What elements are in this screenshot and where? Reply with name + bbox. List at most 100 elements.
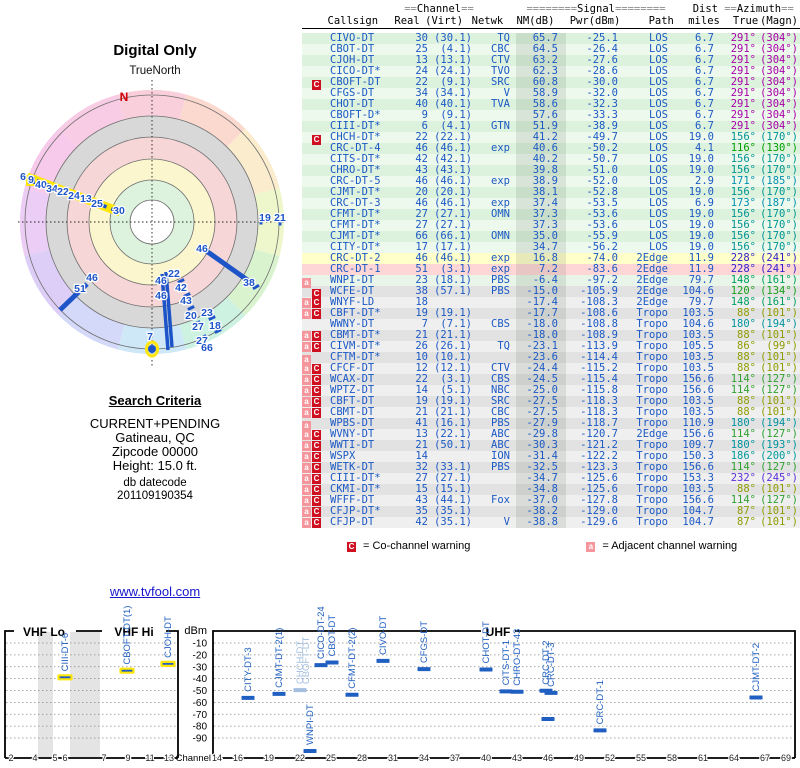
table-row[interactable]: C CBOFT-DT 22 (9.1) SRC 60.8 -30.0 LOS 6.7 291° (3…: [302, 77, 800, 90]
table-row[interactable]: CJOH-DT 13 (13.1) CTV 63.2 -27.6 LOS 6.7 291° (30…: [302, 55, 800, 66]
table-row[interactable]: a C WVNY-DT 13 (22.1) ABC -29.8 -120.7 2Edge 156.…: [302, 429, 800, 440]
cell-nm: 7.2: [516, 264, 566, 275]
table-row[interactable]: CRC-DT-3 46 (46.1) exp 37.4 -53.5 LOS 6.9 173° (1…: [302, 198, 800, 209]
table-row[interactable]: CRC-DT-5 46 (46.1) exp 38.9 -52.0 LOS 2.9 171° (1…: [302, 176, 800, 187]
table-row[interactable]: a C WETK-DT 32 (33.1) PBS -32.5 -123.3 Tropo 156.…: [302, 462, 800, 473]
table-row[interactable]: a C WCAX-DT 22 (3.1) CBS -24.5 -115.4 Tropo 156.6…: [302, 374, 800, 385]
cell-magn: (200°): [760, 450, 798, 462]
cell-pwr: -56.2: [586, 241, 618, 253]
station-signal-dash: [593, 728, 607, 733]
table-row[interactable]: a C CIII-DT* 27 (27.1) -34.7 -125.6 Tropo 153.3 2…: [302, 473, 800, 484]
cell-true: 291°: [730, 109, 756, 121]
cell-pwr: -27.6: [586, 54, 618, 66]
cell-miles: 19.0: [688, 241, 714, 253]
col-true: True: [732, 15, 759, 27]
table-row[interactable]: a C WNYF-LD 18 -17.4 -108.3 2Edge 79.7 148° (161°…: [302, 297, 800, 308]
cell-real: 24: [415, 65, 428, 77]
table-row[interactable]: CFMT-DT* 27 (27.1) OMN 37.3 -53.6 LOS 19.0 156° (…: [302, 209, 800, 220]
table-row[interactable]: CHOT-DT 40 (40.1) TVA 58.6 -32.3 LOS 6.7 291° (30…: [302, 99, 800, 110]
table-row[interactable]: C WCFE-DT 38 (57.1) PBS -15.0 -105.9 2Edge 104.6…: [302, 286, 800, 299]
table-row[interactable]: CIVO-DT 30 (30.1) TQ 65.7 -25.1 LOS 6.7 291° (304…: [302, 33, 800, 44]
cell-callsign: WETK-DT: [330, 461, 375, 473]
cell-true: 114°: [730, 494, 756, 506]
table-row[interactable]: a C WWTI-DT 21 (50.1) ABC -30.3 -121.2 Tropo 109.…: [302, 440, 800, 451]
cell-true: 114°: [730, 461, 756, 473]
table-row[interactable]: C CHCH-DT* 22 (22.1) 41.2 -49.7 LOS 19.0 156° (17…: [302, 131, 800, 145]
table-row[interactable]: CRC-DT-4 46 (46.1) exp 40.6 -50.2 LOS 4.1 116° (1…: [302, 143, 800, 154]
cell-real: 43: [415, 164, 428, 176]
table-row[interactable]: a CFTM-DT* 10 (10.1) -23.6 -114.4 Tropo 103.5 88…: [302, 351, 800, 365]
cell-nm: -31.4: [516, 451, 566, 462]
cell-true: 156°: [730, 153, 756, 165]
table-row[interactable]: a C WSPX 14 ION -31.4 -122.2 Tropo 150.3 186° (200…: [302, 451, 800, 462]
table-row[interactable]: a C WFFF-DT 43 (44.1) Fox -37.0 -127.8 Tropo 156.…: [302, 495, 800, 506]
radar-channel-label: 46: [86, 272, 98, 284]
table-row[interactable]: a C CFJP-DT* 35 (35.1) -38.2 -129.0 Tropo 104.7 8…: [302, 506, 800, 517]
station-signal-dash: [314, 663, 328, 668]
table-row[interactable]: a C CKMI-DT* 15 (15.1) -34.8 -125.6 Tropo 103.5 8…: [302, 484, 800, 495]
table-row[interactable]: a WNPI-DT 23 (18.1) PBS -6.4 -97.2 2Edge 79.7 148…: [302, 275, 800, 288]
channel-tick-label: 37: [450, 753, 460, 763]
cell-magn: (170°): [760, 241, 798, 253]
radar-signal-vectors: [25, 172, 255, 358]
radar-channel-label: 38: [243, 277, 255, 289]
station-label: CITS-DT-1: [501, 640, 512, 685]
table-row[interactable]: CRC-DT-2 46 (46.1) exp 16.8 -74.0 2Edge 11.9 228…: [302, 253, 800, 264]
cell-real: 22: [415, 131, 428, 143]
table-row[interactable]: a C CBMT-DT* 21 (21.1) -18.0 -108.9 Tropo 103.5 8…: [302, 330, 800, 341]
table-row[interactable]: CJMT-DT* 20 (20.1) 38.1 -52.8 LOS 19.0 156° (170…: [302, 187, 800, 198]
co-channel-warning-badge: C: [312, 408, 321, 418]
cell-pwr: -108.3: [580, 296, 618, 308]
table-row[interactable]: a C WPTZ-DT 14 (5.1) NBC -25.0 -115.8 Tropo 156.6…: [302, 385, 800, 396]
table-row[interactable]: CITS-DT* 42 (42.1) 40.2 -50.7 LOS 19.0 156° (170…: [302, 154, 800, 165]
table-row[interactable]: a C CIVM-DT* 26 (26.1) TQ -23.1 -113.9 Tropo 105.…: [302, 341, 800, 352]
table-row[interactable]: CJMT-DT* 66 (66.1) OMN 35.0 -55.9 LOS 19.0 156° (…: [302, 231, 800, 242]
cell-nm: 37.3: [516, 220, 566, 231]
table-row[interactable]: a C CBFT-DT 19 (19.1) SRC -27.5 -118.3 Tropo 103.…: [302, 396, 800, 407]
table-row[interactable]: a WPBS-DT 41 (16.1) PBS -27.9 -118.7 Tropo 110.9…: [302, 418, 800, 431]
table-row[interactable]: CFMT-DT* 27 (27.1) 37.3 -53.6 LOS 19.0 156° (170…: [302, 220, 800, 231]
warning-markers: [302, 220, 328, 231]
table-row[interactable]: a C CFJP-DT 42 (35.1) V -38.8 -129.6 Tropo 104.7 8…: [302, 517, 800, 528]
adjacent-channel-badge: a: [586, 542, 596, 552]
station-label: CITY-DT-3: [243, 647, 254, 692]
cell-callsign: CRC-DT-5: [330, 175, 381, 187]
dbm-tick-label: -10: [193, 639, 208, 650]
table-row[interactable]: CRC-DT-1 51 (3.1) exp 7.2 -83.6 2Edge 11.9 228° (…: [302, 264, 800, 275]
table-row[interactable]: CBOT-DT 25 (4.1) CBC 64.5 -26.4 LOS 6.7 291° (304…: [302, 44, 800, 55]
adjacent-warning-badge: a: [302, 463, 311, 473]
cell-true: 291°: [730, 32, 756, 44]
cell-pwr: -108.6: [580, 307, 618, 319]
table-row[interactable]: CFGS-DT 34 (34.1) V 58.9 -32.0 LOS 6.7 291° (304°…: [302, 88, 800, 99]
radar-station-tick: [199, 334, 207, 340]
tvfool-link[interactable]: www.tvfool.com: [109, 584, 201, 599]
table-row[interactable]: CHRO-DT* 43 (43.1) 39.8 -51.0 LOS 19.0 156° (170…: [302, 165, 800, 176]
table-row[interactable]: a C CFCF-DT 12 (12.1) CTV -24.4 -115.2 Tropo 103.…: [302, 363, 800, 374]
cell-pwr: -123.3: [580, 461, 618, 473]
table-row[interactable]: CIII-DT* 6 (4.1) GTN 51.9 -38.9 LOS 6.7 291° (304…: [302, 121, 800, 132]
table-row[interactable]: a C CBFT-DT* 19 (19.1) -17.7 -108.6 Tropo 103.5 8…: [302, 308, 800, 319]
warning-markers: [302, 176, 328, 187]
table-row[interactable]: CITY-DT* 17 (17.1) 34.7 -56.2 LOS 19.0 156° (170…: [302, 242, 800, 253]
cell-true: 148°: [730, 296, 756, 308]
cell-nm: -27.5: [516, 396, 566, 407]
cell-real: 32: [415, 461, 428, 473]
table-row[interactable]: CICO-DT* 24 (24.1) TVO 62.3 -28.6 LOS 6.7 291° (3…: [302, 66, 800, 77]
table-row[interactable]: WWNY-DT 7 (7.1) CBS -18.0 -108.8 Tropo 104.6 180…: [302, 319, 800, 330]
cell-virt: (10.1): [434, 351, 472, 363]
cell-true: 88°: [737, 351, 756, 363]
cell-magn: (170°): [760, 219, 798, 231]
table-row[interactable]: CBOFT-D* 9 (9.1) 57.6 -33.3 LOS 6.7 291° (304°): [302, 110, 800, 121]
table-row[interactable]: a C CBMT-DT 21 (21.1) CBC -27.5 -118.3 Tropo 103.…: [302, 407, 800, 418]
cell-real: 35: [415, 505, 428, 517]
cell-miles: 19.0: [688, 153, 714, 165]
cell-callsign: CBFT-DT*: [330, 307, 381, 319]
warning-markers: [302, 66, 328, 77]
cell-callsign: CRC-DT-3: [330, 197, 381, 209]
cell-path: LOS: [649, 241, 668, 253]
cell-virt: (21.1): [434, 329, 472, 341]
radar-channel-label: 21: [274, 212, 286, 224]
cell-magn: (304°): [760, 32, 798, 44]
cell-real: 51: [415, 263, 428, 275]
